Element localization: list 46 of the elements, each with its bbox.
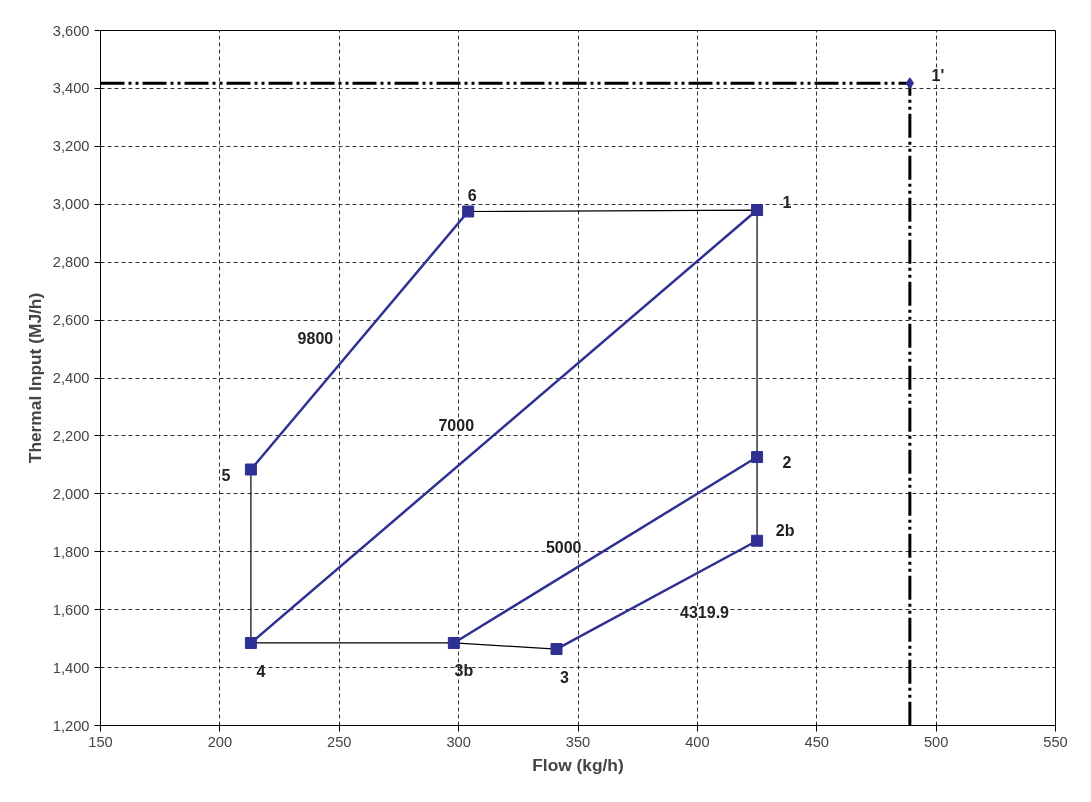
y-axis-title: Thermal Input (MJ/h) <box>24 292 45 464</box>
annotation: 1' <box>931 66 945 84</box>
annotation: 5 <box>221 466 231 484</box>
y-tick-label: 2,400 <box>52 370 90 386</box>
annotation: 4 <box>256 662 266 680</box>
x-tick-label: 400 <box>685 733 710 750</box>
annotation: 2 <box>782 454 792 472</box>
point <box>550 643 563 656</box>
y-tick-label: 3,000 <box>52 196 90 213</box>
point <box>751 534 764 547</box>
annotation: 1 <box>782 194 792 212</box>
annotation: 3 <box>560 669 570 687</box>
y-tick-label: 1,800 <box>52 543 90 560</box>
x-tick-label: 550 <box>1043 733 1068 750</box>
x-axis-title: Flow (kg/h) <box>532 754 624 775</box>
x-tick-label: 500 <box>923 733 949 750</box>
x-tick-label: 150 <box>88 733 113 750</box>
y-tick-label: 3,200 <box>52 138 90 155</box>
y-tick-label: 2,600 <box>52 312 90 329</box>
y-tick-label: 3,400 <box>52 80 90 97</box>
point <box>905 77 915 90</box>
point <box>244 463 257 476</box>
x-tick-label: 350 <box>565 733 591 750</box>
y-tick-label: 2,800 <box>52 254 90 271</box>
point <box>751 451 764 464</box>
annotation: 5000 <box>545 538 582 556</box>
annotation: 9800 <box>297 330 334 348</box>
y-tick-label: 1,200 <box>52 717 90 734</box>
y-tick-label: 2,200 <box>52 427 90 444</box>
annotation: 4319.9 <box>680 604 730 622</box>
x-tick-label: 250 <box>327 733 352 750</box>
y-tick-label: 2,000 <box>52 485 90 502</box>
x-tick-label: 450 <box>804 733 829 750</box>
x-tick-label: 300 <box>446 733 471 750</box>
point <box>447 636 460 649</box>
point <box>244 636 257 649</box>
y-tick-label: 1,600 <box>52 601 90 618</box>
annotation: 3b <box>454 662 474 680</box>
annotation: 7000 <box>438 416 475 434</box>
x-tick-label: 200 <box>207 733 233 750</box>
y-tick-label: 3,600 <box>52 22 90 39</box>
y-tick-label: 1,400 <box>52 659 90 676</box>
point <box>462 205 475 218</box>
annotation: 6 <box>467 187 477 205</box>
annotation: 2b <box>775 522 795 540</box>
point <box>751 204 764 217</box>
